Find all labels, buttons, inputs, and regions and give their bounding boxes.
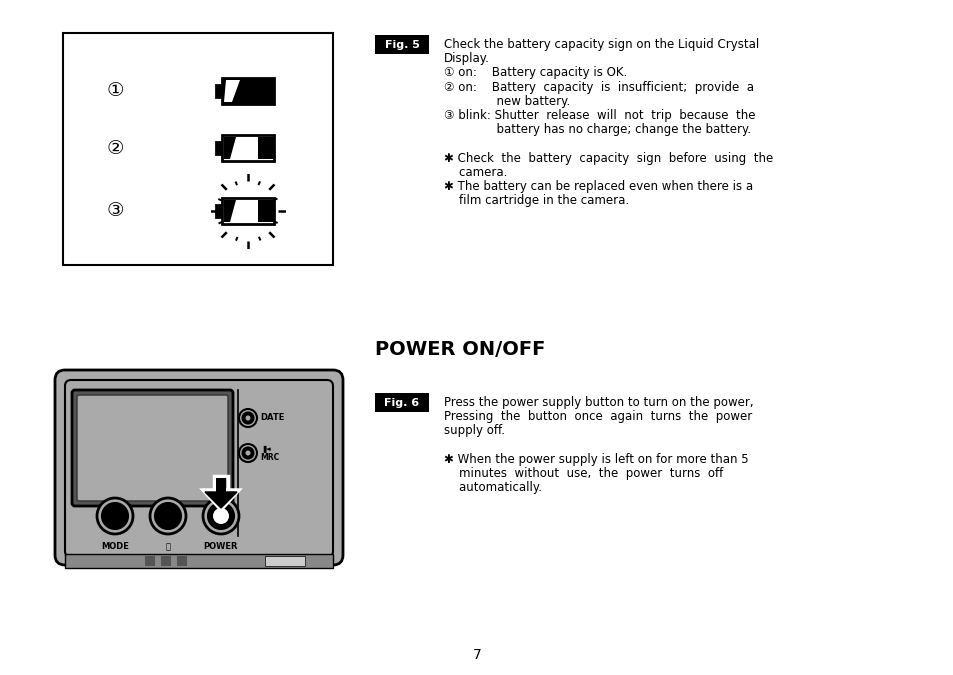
FancyBboxPatch shape	[55, 370, 343, 565]
Bar	[215, 478, 226, 494]
Text: battery has no charge; change the battery.: battery has no charge; change the batter…	[443, 124, 750, 136]
Text: POWER ON/OFF: POWER ON/OFF	[375, 340, 545, 359]
Text: ▐◄: ▐◄	[260, 446, 271, 452]
Bar	[258, 200, 274, 222]
Text: supply off.: supply off.	[443, 425, 504, 437]
Text: MODE: MODE	[101, 542, 129, 551]
FancyBboxPatch shape	[77, 395, 228, 501]
Text: ③ blink: Shutter  release  will  not  trip  because  the: ③ blink: Shutter release will not trip b…	[443, 109, 755, 122]
Text: DATE: DATE	[260, 414, 284, 423]
FancyBboxPatch shape	[65, 380, 333, 557]
Text: Pressing  the  button  once  again  turns  the  power: Pressing the button once again turns the…	[443, 410, 752, 423]
Circle shape	[239, 444, 256, 462]
Bar	[222, 198, 274, 224]
Text: ✱ Check  the  battery  capacity  sign  before  using  the: ✱ Check the battery capacity sign before…	[443, 152, 773, 165]
Polygon shape	[205, 492, 236, 508]
Bar	[215, 205, 222, 217]
Text: Display.: Display.	[443, 52, 489, 65]
Text: ②: ②	[106, 138, 124, 157]
Circle shape	[245, 416, 251, 421]
Text: ② on:    Battery  capacity  is  insufficient;  provide  a: ② on: Battery capacity is insufficient; …	[443, 80, 753, 94]
Bar	[161, 556, 171, 566]
Bar	[375, 393, 429, 412]
Text: ① on:    Battery capacity is OK.: ① on: Battery capacity is OK.	[443, 66, 626, 80]
Text: new battery.: new battery.	[443, 95, 570, 108]
Text: ✱ When the power supply is left on for more than 5: ✱ When the power supply is left on for m…	[443, 453, 748, 466]
Bar	[65, 554, 333, 568]
Text: camera.: camera.	[443, 166, 507, 179]
Text: ✱ The battery can be replaced even when there is a: ✱ The battery can be replaced even when …	[443, 180, 752, 193]
Text: automatically.: automatically.	[443, 481, 541, 494]
Polygon shape	[224, 80, 240, 102]
Text: Press the power supply button to turn on the power,: Press the power supply button to turn on…	[443, 396, 753, 409]
Bar	[265, 556, 305, 566]
Circle shape	[245, 450, 251, 456]
Bar	[145, 556, 154, 566]
FancyBboxPatch shape	[71, 390, 233, 506]
Circle shape	[203, 498, 239, 534]
Circle shape	[242, 412, 253, 423]
Text: POWER: POWER	[204, 542, 238, 551]
Text: 7: 7	[472, 648, 481, 662]
Text: MRC: MRC	[260, 454, 279, 462]
Circle shape	[208, 503, 233, 529]
Circle shape	[102, 503, 128, 529]
Circle shape	[239, 409, 256, 427]
Text: Fig. 5: Fig. 5	[384, 40, 419, 49]
Bar	[215, 85, 222, 97]
Polygon shape	[224, 137, 235, 159]
Circle shape	[213, 508, 229, 524]
Circle shape	[150, 498, 186, 534]
Text: ③: ③	[106, 202, 124, 221]
Bar	[222, 78, 274, 104]
Bar	[63, 33, 333, 265]
Polygon shape	[224, 200, 235, 222]
Bar	[177, 556, 187, 566]
Bar	[375, 35, 429, 54]
Text: minutes  without  use,  the  power  turns  off: minutes without use, the power turns off	[443, 467, 722, 480]
Bar	[215, 142, 222, 154]
Circle shape	[242, 448, 253, 458]
Text: film cartridge in the camera.: film cartridge in the camera.	[443, 194, 628, 207]
Text: ①: ①	[106, 82, 124, 101]
Bar	[222, 135, 274, 161]
Bar	[213, 476, 228, 496]
Bar	[258, 137, 274, 159]
Circle shape	[154, 503, 181, 529]
Text: Check the battery capacity sign on the Liquid Crystal: Check the battery capacity sign on the L…	[443, 38, 759, 51]
Text: ⏻: ⏻	[165, 542, 171, 551]
Text: Fig. 6: Fig. 6	[384, 398, 419, 408]
Circle shape	[97, 498, 132, 534]
